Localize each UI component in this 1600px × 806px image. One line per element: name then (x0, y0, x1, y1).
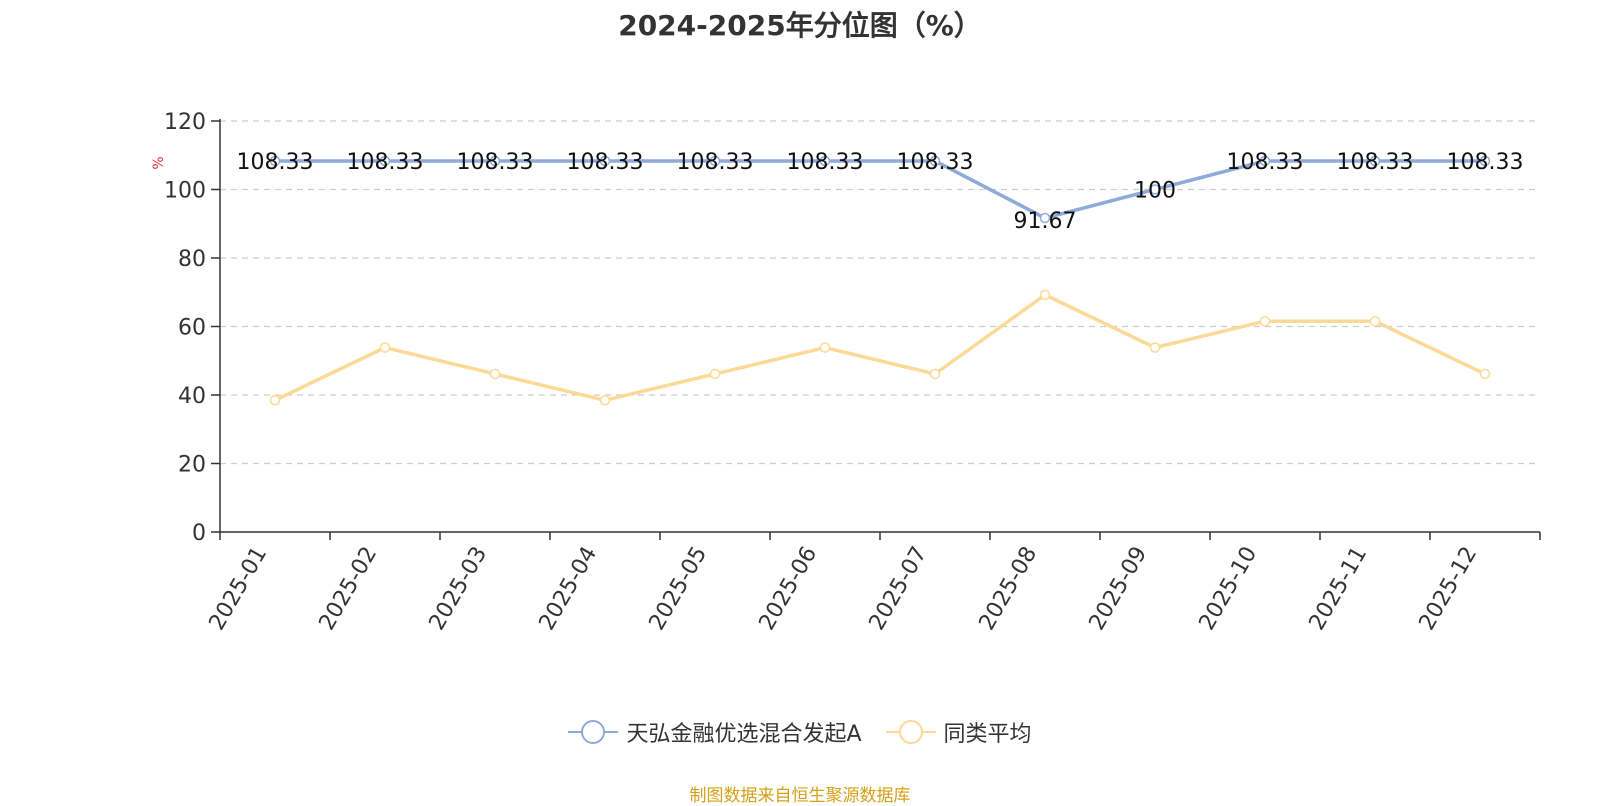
legend-item-1[interactable]: 天弘金融优选混合发起A (568, 716, 862, 748)
x-tick-label: 2025-11 (1305, 543, 1373, 635)
x-tick-label: 2025-12 (1415, 543, 1483, 635)
legend-label: 同类平均 (943, 722, 1032, 747)
legend: 天弘金融优选混合发起A 同类平均 (0, 716, 1600, 748)
data-label: 108.33 (1337, 150, 1414, 175)
y-tick-label: 80 (178, 247, 206, 272)
data-point (599, 395, 611, 406)
data-point (489, 155, 501, 167)
data-label: 108.33 (677, 150, 754, 175)
data-point (1479, 368, 1491, 380)
series-line-2 (274, 293, 1486, 403)
data-point (269, 155, 281, 167)
y-tick-label: 40 (178, 384, 206, 409)
y-tick-label: 0 (192, 521, 206, 546)
x-tick-label: 2025-09 (1085, 543, 1153, 635)
data-point (1259, 315, 1271, 327)
x-tick-label: 2025-04 (535, 543, 603, 635)
legend-item-2[interactable]: 同类平均 (885, 716, 1032, 748)
x-tick-label: 2025-01 (205, 543, 273, 635)
data-point (709, 155, 721, 167)
data-point (1039, 289, 1051, 301)
data-point (929, 155, 941, 167)
source-note: 制图数据来自恒生聚源数据库 (689, 786, 911, 806)
data-point (379, 155, 391, 167)
data-label: 108.33 (897, 150, 974, 175)
data-label: 108.33 (1227, 150, 1304, 175)
data-point (599, 155, 611, 167)
data-label: 108.33 (1447, 150, 1524, 175)
x-tick-label: 2025-06 (755, 543, 823, 635)
y-tick-label: 20 (178, 453, 206, 478)
x-tick-label: 2025-05 (645, 543, 713, 635)
legend-marker-icon (568, 720, 619, 744)
y-tick-label: 120 (164, 110, 206, 135)
data-point (269, 395, 281, 406)
data-point (819, 342, 831, 353)
data-point (1369, 155, 1381, 167)
data-label: 100 (1134, 179, 1176, 204)
data-label: 108.33 (787, 150, 864, 175)
x-tick-label: 2025-10 (1195, 543, 1263, 635)
data-point (1479, 155, 1491, 167)
data-label: 108.33 (347, 150, 424, 175)
data-point (1149, 184, 1161, 195)
data-point (1149, 342, 1161, 353)
x-tick-label: 2025-08 (975, 543, 1043, 635)
data-point (379, 342, 391, 353)
y-axis-label: % (151, 156, 167, 169)
data-label: 108.33 (457, 150, 534, 175)
data-point (489, 368, 501, 380)
data-point (819, 155, 831, 167)
data-point (1369, 315, 1381, 327)
data-point (709, 368, 721, 380)
data-label: 108.33 (237, 150, 314, 175)
chart-title: 2024-2025年分位图（%） (618, 9, 982, 42)
data-point (1039, 212, 1051, 224)
x-tick-label: 2025-02 (315, 543, 383, 635)
legend-label: 天弘金融优选混合发起A (626, 722, 862, 747)
data-label: 91.67 (1014, 209, 1077, 234)
legend-marker-icon (885, 720, 936, 744)
data-point (1259, 155, 1271, 167)
y-tick-label: 100 (164, 179, 206, 204)
data-label: 108.33 (567, 150, 644, 175)
y-tick-label: 60 (178, 316, 206, 341)
x-tick-label: 2025-03 (425, 543, 493, 635)
x-tick-label: 2025-07 (865, 543, 933, 635)
series-line-1 (275, 159, 1485, 220)
data-point (929, 368, 941, 380)
